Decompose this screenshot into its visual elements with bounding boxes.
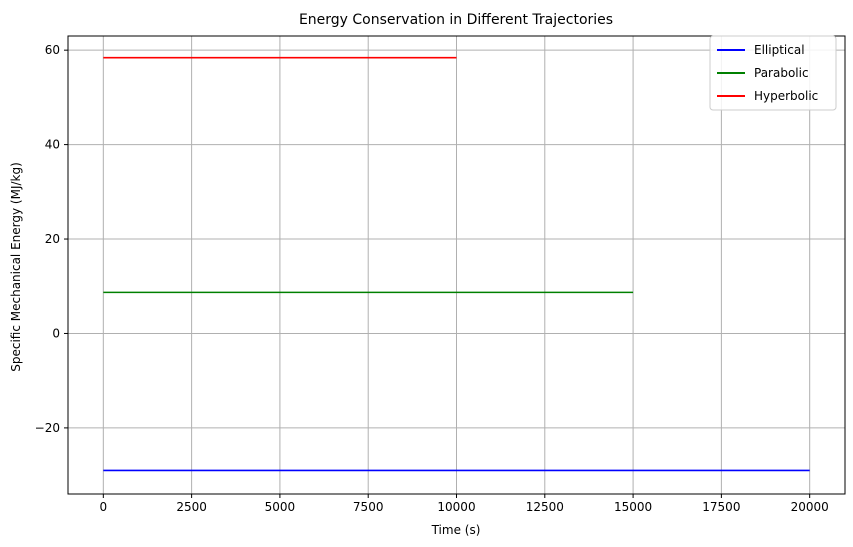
x-tick-label: 20000 <box>791 500 829 514</box>
x-axis-ticks: 0 2500 5000 7500 10000 12500 15000 17500 20000 <box>99 494 829 514</box>
y-tick-label: 40 <box>45 138 60 152</box>
x-axis-label: Time (s) <box>431 523 481 537</box>
legend-label-parabolic: Parabolic <box>754 66 809 80</box>
y-tick-label: 0 <box>52 326 60 340</box>
x-tick-label: 0 <box>99 500 107 514</box>
legend-box <box>709 35 837 111</box>
x-tick-label: 10000 <box>437 500 475 514</box>
y-axis-ticks: −20 0 20 40 60 <box>35 43 68 435</box>
x-tick-label: 5000 <box>265 500 296 514</box>
x-tick-label: 7500 <box>353 500 384 514</box>
legend: Elliptical Parabolic Hyperbolic <box>709 35 837 111</box>
legend-label-elliptical: Elliptical <box>754 43 805 57</box>
series-lines <box>103 56 810 472</box>
x-tick-label: 17500 <box>702 500 740 514</box>
y-tick-label: 60 <box>45 43 60 57</box>
x-tick-label: 15000 <box>614 500 652 514</box>
chart-title: Energy Conservation in Different Traject… <box>299 12 613 28</box>
y-axis-label: Specific Mechanical Energy (MJ/kg) <box>9 162 23 372</box>
x-tick-label: 12500 <box>526 500 564 514</box>
y-tick-label: −20 <box>35 421 60 435</box>
x-tick-label: 2500 <box>176 500 207 514</box>
legend-label-hyperbolic: Hyperbolic <box>754 89 818 103</box>
y-tick-label: 20 <box>45 232 60 246</box>
grid-lines <box>68 36 845 494</box>
